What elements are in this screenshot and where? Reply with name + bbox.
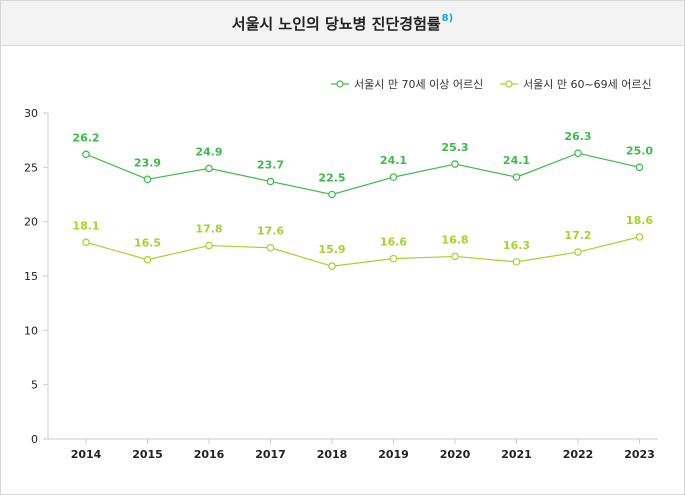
data-point — [512, 173, 521, 181]
data-label: 16.6 — [380, 236, 407, 249]
data-point — [205, 164, 213, 173]
y-tick-label: 15 — [24, 270, 38, 283]
data-point — [266, 243, 275, 252]
data-label: 24.1 — [380, 154, 407, 167]
data-point — [635, 163, 644, 172]
data-label: 16.3 — [503, 239, 530, 252]
data-label: 17.2 — [564, 229, 591, 242]
x-tick-label: 2021 — [501, 448, 532, 461]
data-point — [143, 175, 152, 184]
y-tick-label: 0 — [31, 433, 38, 446]
data-point — [635, 233, 644, 241]
data-label: 15.9 — [318, 243, 345, 256]
series-line-1 — [85, 152, 640, 196]
x-tick-label: 2014 — [71, 448, 102, 461]
data-label: 25.3 — [441, 141, 468, 154]
data-label: 16.5 — [134, 237, 161, 250]
y-tick-label: 5 — [31, 379, 38, 392]
data-label: 22.5 — [318, 172, 345, 185]
data-label: 18.6 — [626, 214, 653, 227]
data-label: 25.0 — [626, 144, 653, 157]
data-point — [574, 248, 582, 256]
chart-title: 서울시 노인의 당뇨병 진단경험률8) — [232, 13, 453, 34]
data-point — [512, 258, 521, 266]
data-label: 18.1 — [72, 219, 99, 232]
data-label: 17.6 — [257, 225, 284, 238]
data-point — [451, 160, 459, 168]
data-label: 24.1 — [503, 154, 530, 167]
title-footnote: 8) — [441, 13, 454, 24]
data-point — [82, 150, 90, 159]
data-point — [328, 262, 336, 271]
data-label: 16.8 — [441, 233, 468, 246]
data-label: 23.9 — [134, 156, 161, 169]
data-point — [389, 254, 398, 263]
data-point — [574, 149, 582, 158]
data-point — [205, 241, 213, 250]
data-point — [328, 190, 336, 199]
y-tick-label: 20 — [24, 216, 38, 229]
data-label: 23.7 — [257, 158, 284, 171]
y-tick-label: 30 — [24, 107, 38, 120]
data-point — [143, 255, 152, 264]
legend-marker-1 — [336, 80, 344, 88]
x-tick-label: 2019 — [378, 448, 409, 461]
chart-header: 서울시 노인의 당뇨병 진단경험률8) — [1, 1, 684, 46]
y-tick-label: 25 — [24, 161, 38, 174]
data-point — [266, 177, 275, 186]
chart-title-text: 서울시 노인의 당뇨병 진단경험률 — [231, 15, 441, 33]
data-label: 17.8 — [195, 223, 222, 236]
legend-marker-2 — [505, 80, 513, 88]
data-point — [82, 238, 90, 247]
data-label: 26.2 — [72, 131, 99, 144]
x-tick-label: 2018 — [317, 448, 348, 461]
y-tick-label: 10 — [24, 324, 38, 337]
x-tick-label: 2015 — [132, 448, 163, 461]
x-tick-label: 2016 — [194, 448, 225, 461]
x-tick-label: 2022 — [563, 448, 594, 461]
legend-label-2: 서울시 만 60~69세 어르신 — [523, 78, 652, 91]
legend-label-1: 서울시 만 70세 이상 어르신 — [354, 78, 483, 91]
series-line-2 — [85, 236, 640, 267]
data-point — [451, 252, 459, 261]
x-tick-label: 2023 — [624, 448, 655, 461]
data-label: 26.3 — [564, 130, 591, 143]
x-tick-label: 2020 — [440, 448, 471, 461]
x-tick-label: 2017 — [255, 448, 286, 461]
data-label: 24.9 — [195, 145, 222, 158]
data-point — [389, 173, 398, 181]
